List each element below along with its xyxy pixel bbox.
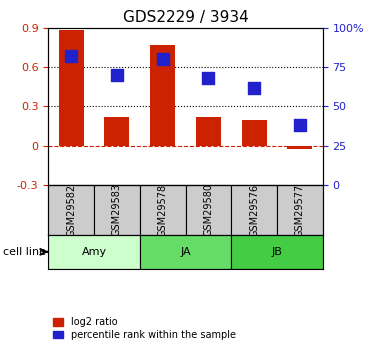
Point [206, 75, 211, 81]
FancyBboxPatch shape [48, 185, 94, 235]
Text: JA: JA [180, 247, 191, 257]
Point [297, 122, 303, 128]
Bar [196, 117, 221, 146]
FancyBboxPatch shape [231, 235, 323, 269]
Bar [104, 117, 129, 146]
Text: GSM29577: GSM29577 [295, 183, 305, 237]
Text: GSM29580: GSM29580 [203, 184, 213, 236]
FancyBboxPatch shape [277, 185, 323, 235]
Title: GDS2229 / 3934: GDS2229 / 3934 [123, 10, 248, 25]
FancyBboxPatch shape [94, 185, 140, 235]
FancyBboxPatch shape [140, 185, 186, 235]
Bar [287, 146, 312, 148]
Text: cell line: cell line [3, 247, 46, 257]
FancyBboxPatch shape [140, 235, 231, 269]
Text: GSM29576: GSM29576 [249, 184, 259, 237]
Bar [59, 30, 84, 146]
Text: GSM29578: GSM29578 [158, 184, 168, 237]
FancyBboxPatch shape [186, 185, 231, 235]
Text: JB: JB [272, 247, 282, 257]
Legend: log2 ratio, percentile rank within the sample: log2 ratio, percentile rank within the s… [53, 317, 236, 340]
Point [114, 72, 120, 78]
Point [251, 85, 257, 90]
Bar [150, 45, 175, 146]
Bar [242, 120, 267, 146]
Point [68, 53, 74, 59]
Text: Amy: Amy [81, 247, 106, 257]
FancyBboxPatch shape [231, 185, 277, 235]
Text: GSM29582: GSM29582 [66, 184, 76, 237]
Point [160, 56, 165, 62]
FancyBboxPatch shape [48, 235, 140, 269]
Text: GSM29583: GSM29583 [112, 184, 122, 236]
